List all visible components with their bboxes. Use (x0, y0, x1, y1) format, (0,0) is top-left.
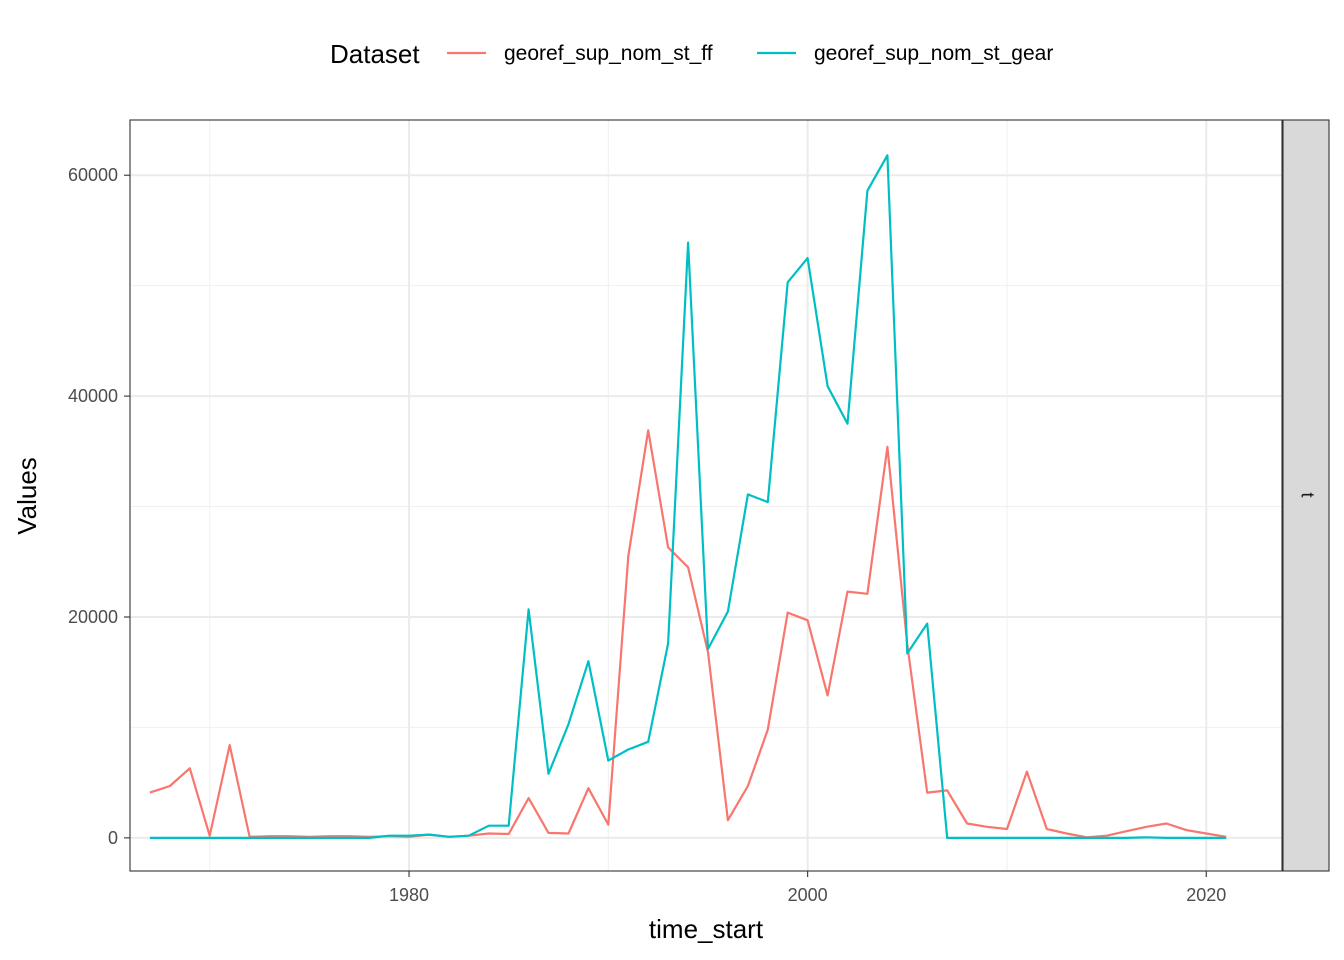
x-tick-label: 1980 (389, 885, 429, 905)
legend-title: Dataset (330, 39, 420, 69)
x-tick-label: 2000 (788, 885, 828, 905)
y-tick-label: 40000 (68, 386, 118, 406)
y-tick-label: 20000 (68, 607, 118, 627)
y-tick-label: 0 (108, 828, 118, 848)
facet-strip (1282, 119, 1330, 872)
y-tick-label: 60000 (68, 165, 118, 185)
x-axis-title: time_start (649, 914, 764, 944)
legend-label-georef-sup-nom-st-gear: georef_sup_nom_st_gear (814, 42, 1053, 65)
y-axis-title: Values (12, 457, 42, 535)
legend-label-georef-sup-nom-st-ff: georef_sup_nom_st_ff (504, 42, 713, 65)
series-line-georef-sup-nom-st-gear (149, 154, 1227, 840)
x-axis: 1980 2000 2020 (389, 871, 1226, 905)
y-axis: 0 20000 40000 60000 (68, 165, 130, 848)
plot-panel-border (129, 119, 1283, 872)
series-lines (149, 154, 1227, 840)
x-tick-label: 2020 (1186, 885, 1226, 905)
grid-minor (130, 120, 1282, 871)
facet-strip-label: t (1297, 492, 1317, 497)
legend: Dataset georef_sup_nom_st_ff georef_sup_… (330, 39, 1053, 69)
plot-panel (130, 120, 1282, 871)
series-line-georef-sup-nom-st-ff (149, 429, 1227, 839)
